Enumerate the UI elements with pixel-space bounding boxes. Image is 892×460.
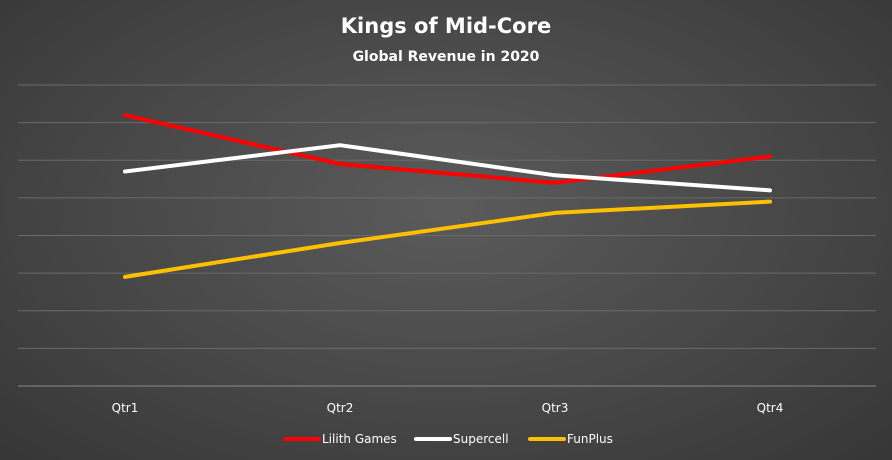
series-line-lilith-games: [123, 113, 772, 185]
series-lines: [123, 113, 772, 279]
series-line-funplus: [123, 199, 772, 279]
legend-item-funplus: FunPlus: [528, 432, 613, 446]
gridlines: [18, 84, 876, 387]
x-tick-label: Qtr1: [112, 401, 139, 415]
legend-label: Supercell: [453, 432, 509, 446]
x-axis-ticks: Qtr1 Qtr2 Qtr3 Qtr4: [112, 401, 784, 415]
x-tick-label: Qtr2: [327, 401, 354, 415]
x-tick-label: Qtr4: [757, 401, 784, 415]
legend: Lilith Games Supercell FunPlus: [283, 432, 613, 446]
chart-title: Kings of Mid-Core: [341, 14, 551, 38]
legend-label: Lilith Games: [322, 432, 397, 446]
legend-item-lilith-games: Lilith Games: [283, 432, 397, 446]
x-tick-label: Qtr3: [542, 401, 569, 415]
legend-item-supercell: Supercell: [414, 432, 509, 446]
legend-label: FunPlus: [567, 432, 613, 446]
series-line-supercell: [123, 143, 772, 193]
chart-subtitle: Global Revenue in 2020: [353, 49, 540, 65]
